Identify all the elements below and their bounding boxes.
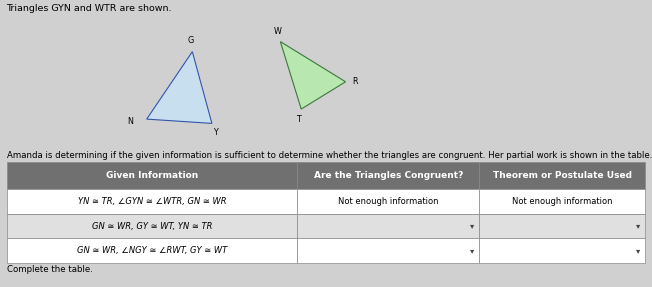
- Text: YN ≅ TR, ∠GYN ≅ ∠WTR, GN ≅ WR: YN ≅ TR, ∠GYN ≅ ∠WTR, GN ≅ WR: [78, 197, 226, 206]
- Bar: [297, 238, 479, 263]
- Bar: [479, 238, 645, 263]
- Text: ▾: ▾: [636, 246, 640, 255]
- Bar: [297, 162, 479, 189]
- Bar: [297, 214, 479, 238]
- Bar: [479, 162, 645, 189]
- Text: W: W: [274, 27, 282, 36]
- Text: ▾: ▾: [470, 246, 474, 255]
- Text: GN ≅ WR, ∠NGY ≅ ∠RWT, GY ≅ WT: GN ≅ WR, ∠NGY ≅ ∠RWT, GY ≅ WT: [77, 246, 227, 255]
- Bar: [479, 189, 645, 214]
- Polygon shape: [147, 52, 212, 123]
- Bar: [7, 162, 297, 189]
- Text: Not enough information: Not enough information: [512, 197, 613, 206]
- Text: Not enough information: Not enough information: [338, 197, 439, 206]
- Text: Are the Triangles Congruent?: Are the Triangles Congruent?: [314, 171, 463, 180]
- Text: Complete the table.: Complete the table.: [7, 265, 93, 274]
- Text: ▾: ▾: [470, 222, 474, 230]
- Text: R: R: [353, 77, 358, 86]
- Text: Amanda is determining if the given information is sufficient to determine whethe: Amanda is determining if the given infor…: [7, 151, 652, 160]
- Text: Y: Y: [213, 127, 218, 137]
- Bar: [7, 189, 297, 214]
- Text: Given Information: Given Information: [106, 171, 198, 180]
- Text: T: T: [296, 115, 301, 124]
- Bar: [7, 238, 297, 263]
- Bar: [7, 214, 297, 238]
- Polygon shape: [280, 42, 346, 109]
- Text: ▾: ▾: [636, 222, 640, 230]
- Bar: [297, 189, 479, 214]
- Bar: [479, 214, 645, 238]
- Text: N: N: [127, 117, 134, 127]
- Text: Triangles GYN and WTR are shown.: Triangles GYN and WTR are shown.: [7, 4, 172, 13]
- Text: Theorem or Postulate Used: Theorem or Postulate Used: [493, 171, 632, 180]
- Text: G: G: [187, 36, 194, 45]
- Text: GN ≅ WR, GY ≅ WT, YN ≅ TR: GN ≅ WR, GY ≅ WT, YN ≅ TR: [92, 222, 212, 230]
